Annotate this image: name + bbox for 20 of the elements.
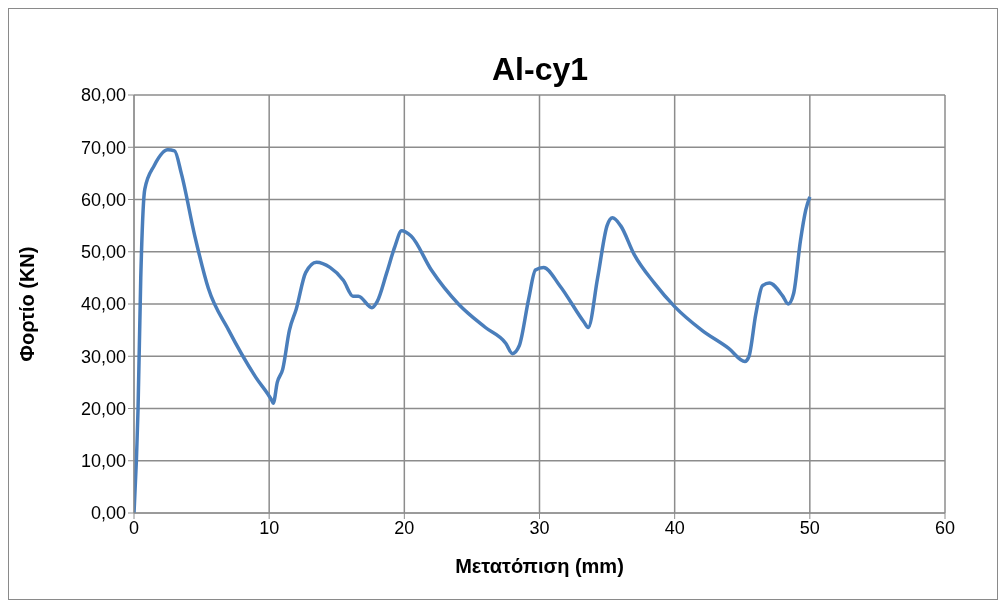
y-tick-label: 60,00 [80, 189, 126, 210]
x-tick-label: 50 [799, 517, 820, 538]
y-tick-label: 20,00 [80, 398, 126, 419]
y-tick-label: 40,00 [80, 294, 126, 315]
y-tick-label: 80,00 [80, 85, 126, 106]
y-tick-label: 0,00 [90, 503, 126, 524]
y-tick-label: 10,00 [80, 451, 126, 472]
y-tick-label: 50,00 [80, 242, 126, 263]
y-tick-label: 30,00 [80, 346, 126, 367]
x-tick-label: 30 [529, 517, 550, 538]
x-tick-label: 10 [259, 517, 280, 538]
y-tick-label: 70,00 [80, 137, 126, 158]
x-tick-label: 60 [934, 517, 956, 538]
y-axis-title: Φορτίο (KN) [16, 246, 39, 362]
x-tick-label: 40 [664, 517, 685, 538]
x-tick-label: 0 [128, 517, 140, 538]
line-series [134, 148, 812, 513]
chart-title: Al-cy1 [490, 51, 589, 88]
x-tick-label: 20 [394, 517, 415, 538]
x-axis-title: Μετατόπιση (mm) [455, 555, 624, 577]
